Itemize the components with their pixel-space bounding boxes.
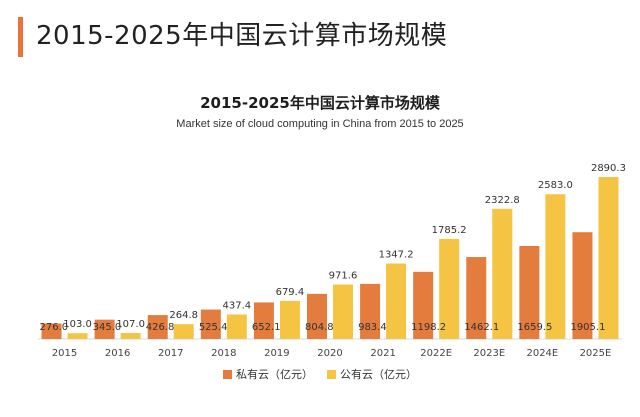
- x-tick-label-2018: 2018: [211, 348, 236, 359]
- legend-item-public-cloud: 公有云（亿元）: [327, 366, 417, 382]
- bar-public-2024E: [545, 194, 566, 339]
- data-label-public-2015: 103.0: [63, 319, 92, 330]
- bar-private-2015: [41, 323, 62, 339]
- legend-label-public-cloud: 公有云（亿元）: [340, 368, 417, 381]
- bar-private-2020: [307, 293, 327, 339]
- data-label-private-2016: 345.0: [93, 322, 122, 333]
- bar-private-2025E: [572, 232, 593, 339]
- bar-private-2016: [94, 319, 115, 339]
- data-label-public-2021: 1347.2: [379, 249, 414, 260]
- bar-public-2025E: [598, 177, 619, 339]
- x-tick-label-2022E: 2022E: [420, 348, 452, 359]
- bar-public-2018: [226, 314, 247, 339]
- data-label-public-2019: 679.4: [276, 287, 305, 298]
- data-label-public-2024E: 2583.0: [538, 180, 573, 191]
- x-tick-label-2020: 2020: [317, 348, 342, 359]
- x-tick-label-2025E: 2025E: [580, 348, 612, 359]
- legend: 私有云（亿元） 公有云（亿元）: [0, 366, 640, 382]
- data-label-private-2023E: 1462.1: [464, 322, 499, 333]
- data-label-private-2025E: 1905.1: [570, 322, 605, 333]
- legend-swatch-private-cloud: [223, 369, 232, 379]
- bar-public-2017: [173, 324, 194, 339]
- data-label-private-2017: 426.8: [146, 322, 175, 333]
- chart-title: 2015-2025年中国云计算市场规模: [200, 94, 440, 112]
- x-tick-label-2015: 2015: [52, 348, 77, 359]
- x-tick-label-2023E: 2023E: [473, 348, 505, 359]
- bar-public-2016: [120, 333, 141, 339]
- x-tick-label-2024E: 2024E: [526, 348, 558, 359]
- bar-public-2015: [67, 333, 88, 339]
- x-tick-label-2017: 2017: [158, 348, 183, 359]
- bar-private-2021: [360, 283, 381, 339]
- bar-private-2018: [200, 309, 221, 339]
- bar-public-2021: [386, 263, 407, 339]
- bar-private-2019: [253, 302, 274, 339]
- bar-private-2023E: [466, 257, 487, 339]
- data-label-public-2022E: 1785.2: [432, 225, 467, 236]
- chart-subtitle: Market size of cloud computing in China …: [176, 118, 464, 130]
- bar-public-2022E: [439, 238, 460, 339]
- bar-private-2022E: [413, 271, 434, 339]
- legend-item-private-cloud: 私有云（亿元）: [223, 366, 313, 382]
- data-label-public-2016: 107.0: [116, 319, 145, 330]
- data-label-public-2025E: 2890.3: [591, 163, 626, 174]
- bar-private-2017: [147, 315, 168, 339]
- legend-swatch-public-cloud: [327, 369, 336, 379]
- data-label-public-2017: 264.8: [169, 310, 198, 321]
- x-tick-label-2019: 2019: [264, 348, 289, 359]
- data-label-public-2023E: 2322.8: [485, 195, 520, 206]
- bar-public-2019: [279, 300, 300, 339]
- bar-public-2020: [333, 284, 353, 339]
- data-label-private-2024E: 1659.5: [517, 322, 552, 333]
- x-tick-label-2021: 2021: [370, 348, 395, 359]
- data-label-private-2019: 652.1: [252, 322, 281, 333]
- data-label-private-2018: 525.4: [199, 322, 228, 333]
- bar-public-2023E: [492, 208, 513, 339]
- x-tick-label-2016: 2016: [105, 348, 130, 359]
- page-title: 2015-2025年中国云计算市场规模: [36, 21, 448, 51]
- data-label-private-2020: 804.8: [305, 322, 334, 333]
- title-accent-bar: [18, 17, 23, 57]
- legend-label-private-cloud: 私有云（亿元）: [236, 368, 313, 381]
- data-label-public-2020: 971.6: [329, 271, 358, 282]
- data-label-public-2018: 437.4: [222, 300, 251, 311]
- bar-private-2024E: [519, 245, 540, 339]
- data-label-private-2015: 276.0: [40, 322, 69, 333]
- data-label-private-2021: 983.4: [358, 322, 387, 333]
- data-label-private-2022E: 1198.2: [411, 322, 446, 333]
